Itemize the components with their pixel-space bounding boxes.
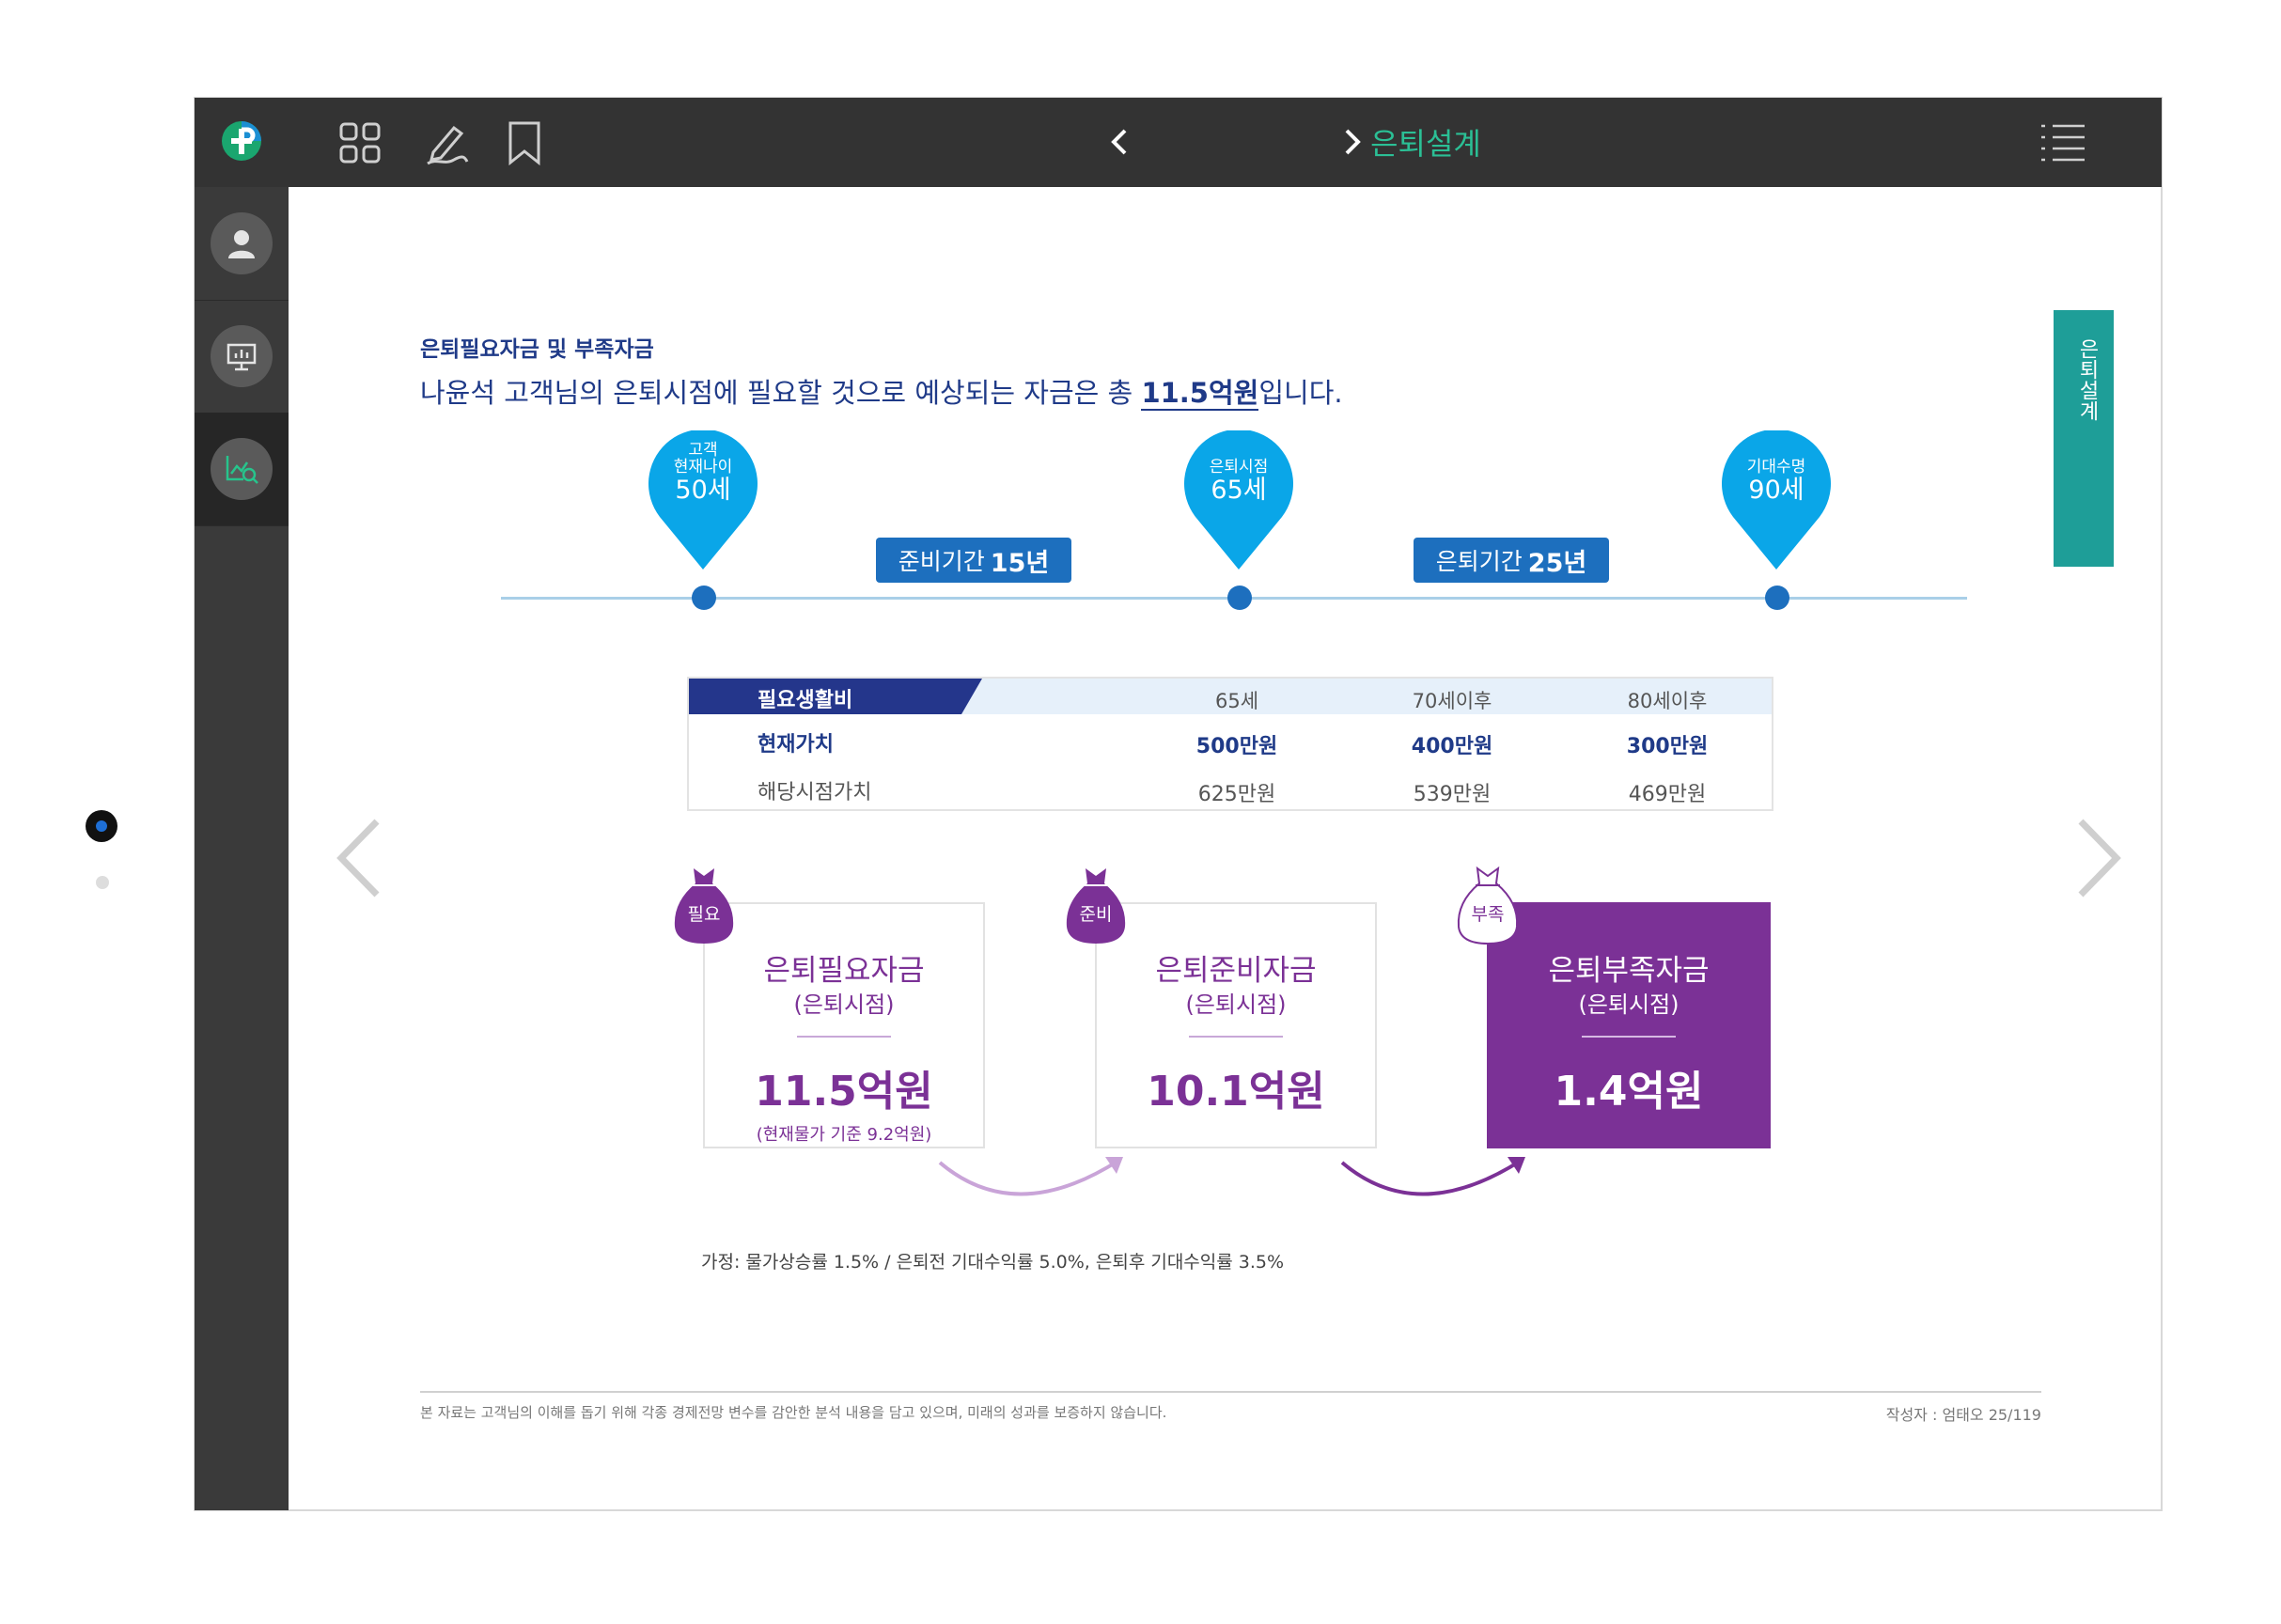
menu-list-icon[interactable]	[2039, 118, 2087, 167]
timeline-dot	[1765, 586, 1789, 610]
disclaimer-text: 본 자료는 고객님의 이해를 돕기 위해 각종 경제전망 변수를 감안한 분석 …	[420, 1404, 1167, 1421]
grid-icon[interactable]	[336, 118, 384, 167]
sidebar-item-customer[interactable]	[195, 187, 289, 301]
card-subtitle: (은퇴시점)	[1185, 992, 1287, 1018]
footer-divider	[420, 1391, 2041, 1393]
table-row-label: 현재가치	[758, 733, 834, 757]
pin-marker	[1182, 429, 1295, 577]
table-cell: 300만원	[1626, 735, 1709, 758]
top-bar: 은퇴설계	[195, 98, 2162, 187]
card-value: 1.4억원	[1554, 1068, 1704, 1116]
table-cell: 625만원	[1197, 783, 1276, 806]
author-page-info: 작성자 : 엄태오 25/119	[1885, 1406, 2041, 1424]
presentation-icon	[211, 325, 273, 387]
sidebar-item-analysis[interactable]	[195, 413, 289, 526]
shortfall-fund-card	[1487, 902, 1771, 1148]
page-subtitle: 은퇴필요자금 및 부족자금	[420, 337, 654, 362]
timeline-dot	[1227, 586, 1252, 610]
card-divider	[1189, 1036, 1283, 1038]
pen-icon[interactable]	[422, 118, 471, 167]
table-cell: 469만원	[1628, 783, 1707, 806]
pinnacle-logo-icon[interactable]	[221, 120, 262, 162]
sidebar-item-presentation[interactable]	[195, 300, 289, 414]
period-badge: 준비기간 15년	[876, 538, 1071, 583]
table-cell: 500만원	[1195, 735, 1278, 758]
table-col-header: 65세	[1214, 690, 1259, 712]
table-header-label: 필요생활비	[758, 689, 853, 712]
required-fund-card	[703, 902, 985, 1148]
card-subtitle: (은퇴시점)	[793, 992, 895, 1018]
page-headline: 나윤석 고객님의 은퇴시점에 필요할 것으로 예상되는 자금은 총 11.5억원…	[420, 371, 1343, 411]
money-bag-icon	[671, 865, 737, 949]
card-title: 은퇴필요자금	[763, 954, 925, 988]
headline-text: 나윤석 고객님의 은퇴시점에 필요할 것으로 예상되는 자금은 총	[420, 377, 1142, 409]
card-subtitle: (은퇴시점)	[1578, 992, 1680, 1018]
money-bag-icon	[1063, 865, 1129, 949]
card-note: (현재물가 기준 9.2억원)	[756, 1125, 932, 1145]
pin-label: 기대수명 90세	[1746, 458, 1806, 505]
prev-section-chevron-icon[interactable]	[1101, 120, 1138, 164]
bag-label: 준비	[1079, 904, 1113, 925]
table-cell: 400만원	[1411, 735, 1493, 758]
period-badge: 은퇴기간 25년	[1414, 538, 1609, 583]
chart-search-icon	[211, 438, 273, 500]
headline-text-end: 입니다.	[1258, 377, 1343, 409]
card-divider	[797, 1036, 891, 1038]
prev-page-arrow-icon[interactable]	[334, 818, 383, 902]
pin-label: 고객 현재나이 50세	[673, 441, 733, 505]
timeline-dot	[692, 586, 716, 610]
section-title: 은퇴설계	[1370, 126, 1481, 162]
sidebar	[195, 187, 289, 1510]
headline-amount: 11.5억원	[1141, 377, 1259, 411]
flow-arrow-icon	[930, 1151, 1137, 1221]
pin-marker	[1720, 429, 1833, 577]
card-title: 은퇴준비자금	[1155, 954, 1317, 988]
card-value: 11.5억원	[755, 1068, 933, 1116]
prepared-fund-card	[1095, 902, 1377, 1148]
side-tab[interactable]	[2054, 310, 2114, 567]
table-col-header: 70세이후	[1412, 690, 1492, 712]
money-bag-icon	[1455, 865, 1521, 949]
pin-label: 은퇴시점 65세	[1209, 458, 1269, 505]
table-header-tab	[689, 679, 982, 718]
assumption-note: 가정: 물가상승률 1.5% / 은퇴전 기대수익률 5.0%, 은퇴후 기대수…	[701, 1252, 1285, 1273]
bag-label: 부족	[1471, 904, 1505, 925]
next-page-arrow-icon[interactable]	[2075, 818, 2124, 902]
flow-arrow-icon	[1333, 1151, 1539, 1221]
bookmark-icon[interactable]	[500, 118, 549, 167]
card-value: 10.1억원	[1147, 1068, 1325, 1116]
next-section-chevron-icon[interactable]	[1334, 120, 1371, 164]
table-row-label: 해당시점가치	[758, 781, 872, 804]
card-divider	[1582, 1036, 1676, 1038]
pin-marker	[647, 429, 759, 577]
card-title: 은퇴부족자금	[1548, 954, 1710, 988]
table-cell: 539만원	[1413, 783, 1492, 806]
user-icon	[211, 212, 273, 274]
page-dot-active[interactable]	[86, 810, 117, 842]
bag-label: 필요	[687, 904, 721, 925]
table-col-header: 80세이후	[1627, 690, 1708, 712]
page-dot[interactable]	[96, 876, 109, 889]
side-tab-label: 은퇴설계	[2075, 338, 2099, 421]
